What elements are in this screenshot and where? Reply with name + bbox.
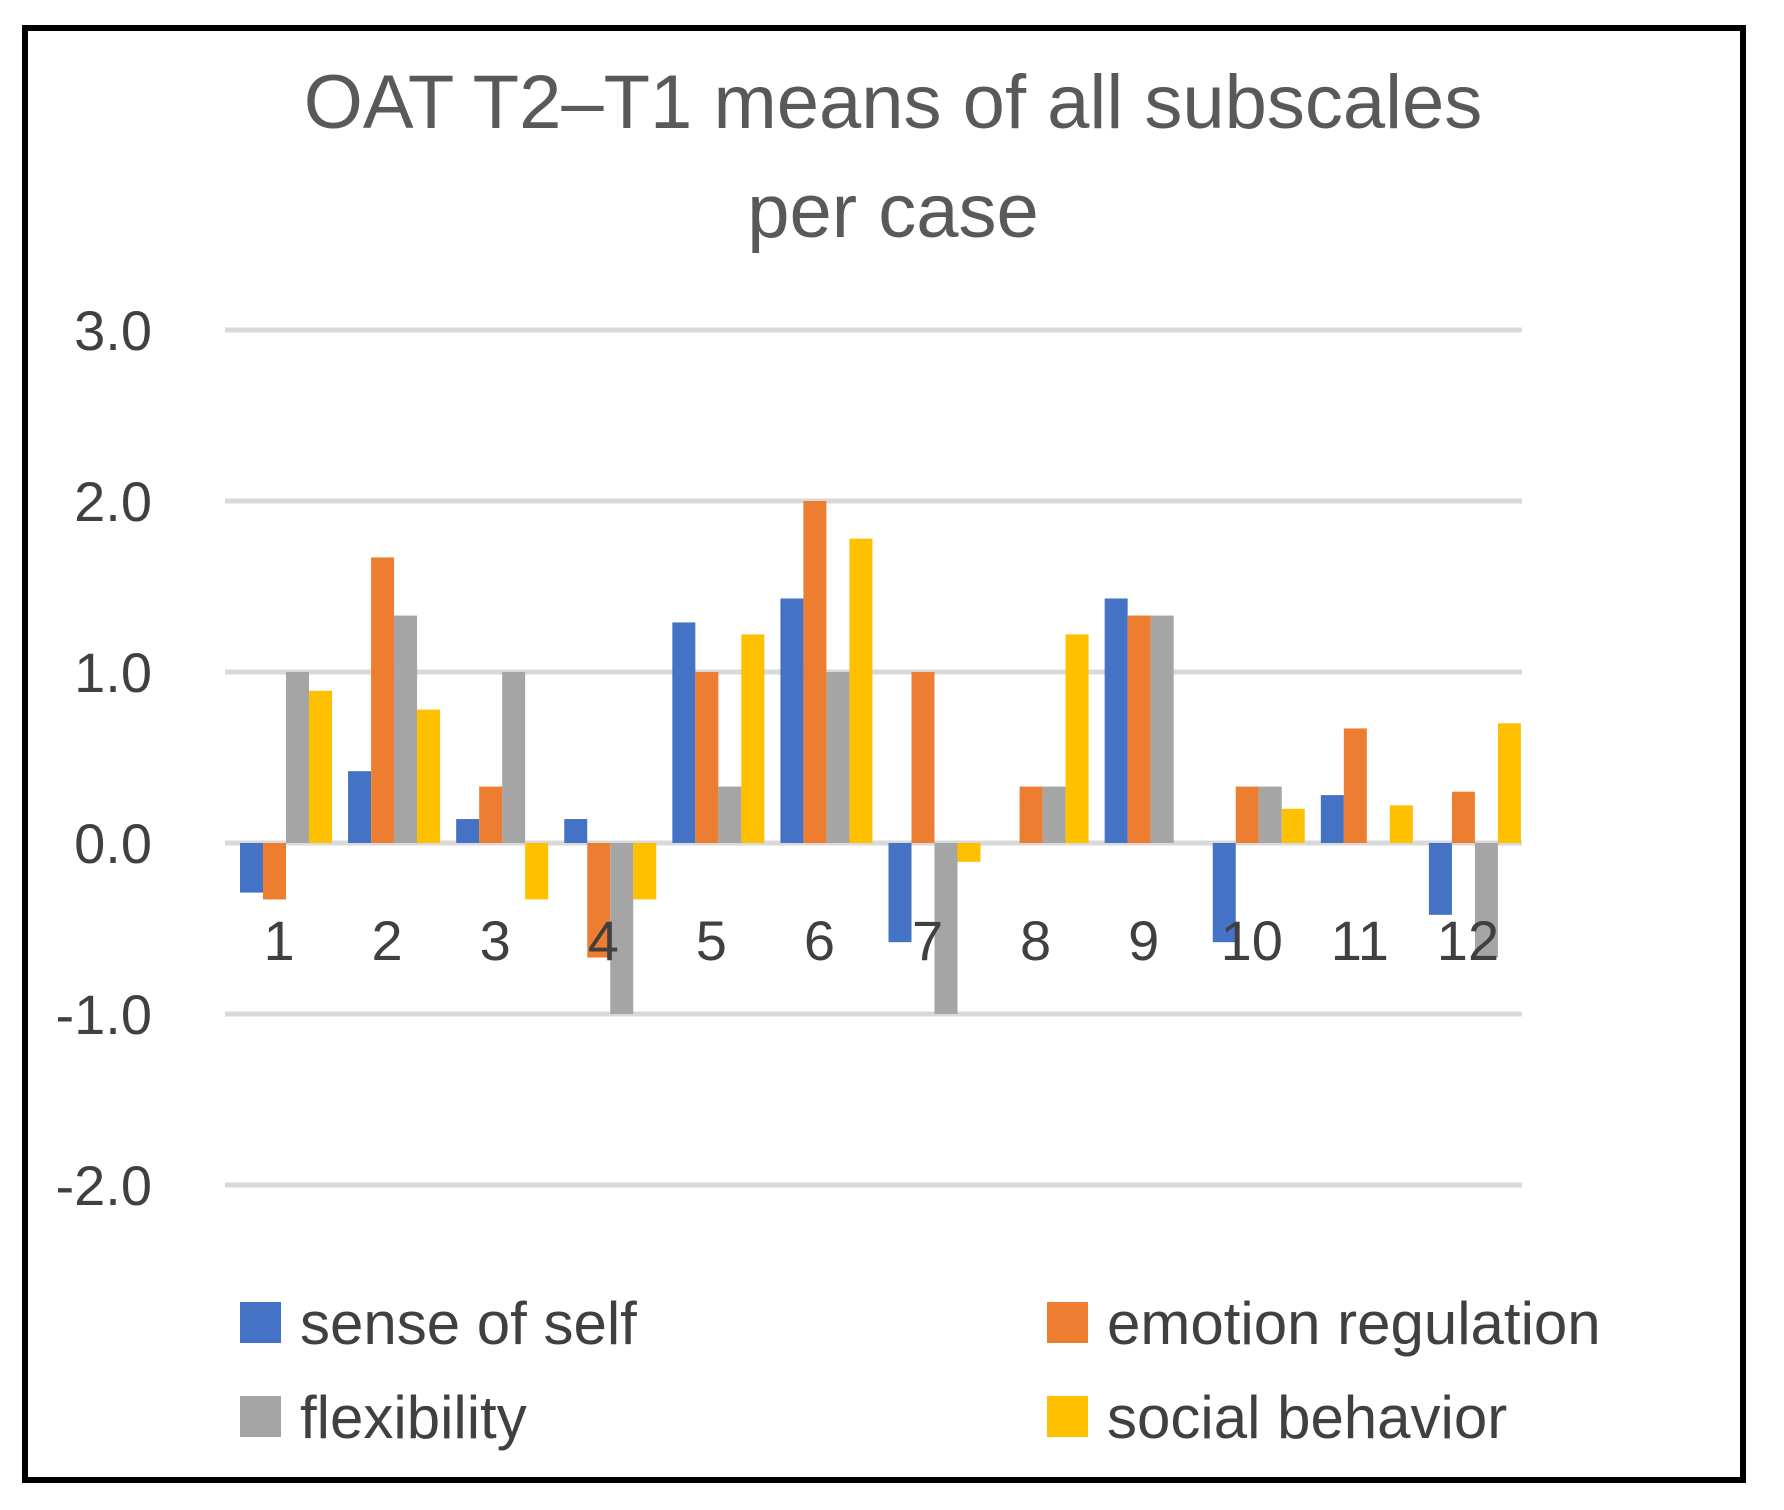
- bar-sense-of-self-case-1: [240, 843, 263, 893]
- category-label: 7: [912, 909, 943, 972]
- bar-social-behavior-case-3: [525, 843, 549, 900]
- legend-label-emotion-regulation: emotion regulation: [1107, 1290, 1601, 1357]
- y-axis-tick-labels: 3.0 2.0 1.0 0.0 -1.0 -2.0: [56, 299, 153, 1217]
- y-tick-label: -1.0: [56, 983, 153, 1046]
- bar-social-behavior-case-6: [849, 538, 873, 843]
- bars: [240, 501, 1521, 1014]
- bar-social-behavior-case-5: [741, 634, 765, 843]
- legend-swatch-social-behavior: [1047, 1396, 1088, 1437]
- bar-flexibility-case-9: [1150, 615, 1174, 843]
- bar-emotion-regulation-case-5: [695, 672, 719, 843]
- bar-flexibility-case-6: [826, 672, 850, 843]
- bar-emotion-regulation-case-3: [479, 786, 503, 843]
- category-label: 10: [1221, 909, 1283, 972]
- legend-swatch-flexibility: [240, 1396, 281, 1437]
- category-labels: 1 2 3 4 5 6 7 8 9 10 11 12: [263, 909, 1499, 972]
- bar-emotion-regulation-case-9: [1127, 615, 1151, 843]
- y-tick-label: 3.0: [74, 299, 152, 362]
- legend-label-sense-of-self: sense of self: [300, 1290, 637, 1357]
- bar-emotion-regulation-case-7: [911, 672, 935, 843]
- bar-sense-of-self-case-2: [348, 771, 372, 843]
- bar-emotion-regulation-case-2: [371, 557, 395, 843]
- bar-sense-of-self-case-9: [1104, 598, 1128, 843]
- bar-social-behavior-case-12: [1497, 723, 1521, 843]
- y-tick-label: 1.0: [74, 641, 152, 704]
- bar-social-behavior-case-1: [309, 690, 332, 843]
- y-tick-label: -2.0: [56, 1154, 153, 1217]
- bar-sense-of-self-case-3: [456, 819, 480, 843]
- bar-emotion-regulation-case-6: [803, 501, 827, 843]
- legend-swatch-sense-of-self: [240, 1302, 281, 1343]
- legend: sense of self emotion regulation flexibili…: [240, 1290, 1601, 1451]
- bar-flexibility-case-2: [394, 615, 418, 843]
- y-tick-label: 0.0: [74, 812, 152, 875]
- bar-flexibility-case-12: [1474, 843, 1498, 958]
- category-label: 2: [372, 909, 403, 972]
- bar-social-behavior-case-8: [1065, 634, 1089, 843]
- bar-social-behavior-case-7: [957, 843, 981, 862]
- category-label: 3: [480, 909, 511, 972]
- bar-emotion-regulation-case-11: [1343, 728, 1367, 843]
- bar-flexibility-case-5: [718, 786, 742, 843]
- bar-social-behavior-case-11: [1389, 805, 1413, 843]
- bar-sense-of-self-case-6: [780, 598, 804, 843]
- bar-emotion-regulation-case-10: [1235, 786, 1259, 843]
- category-label: 6: [804, 909, 835, 972]
- legend-label-social-behavior: social behavior: [1107, 1384, 1507, 1451]
- category-label: 5: [696, 909, 727, 972]
- bar-flexibility-case-3: [502, 672, 526, 843]
- y-tick-label: 2.0: [74, 470, 152, 533]
- bar-emotion-regulation-case-8: [1019, 786, 1043, 843]
- category-label: 1: [263, 909, 294, 972]
- bar-social-behavior-case-4: [633, 843, 657, 900]
- bar-flexibility-case-1: [286, 672, 309, 843]
- bar-flexibility-case-4: [610, 843, 634, 1014]
- gridlines: [225, 327, 1522, 1188]
- legend-swatch-emotion-regulation: [1047, 1302, 1088, 1343]
- bar-social-behavior-case-10: [1281, 808, 1305, 843]
- bar-sense-of-self-case-11: [1320, 795, 1344, 843]
- bar-flexibility-case-8: [1042, 786, 1066, 843]
- bar-emotion-regulation-case-4: [587, 843, 611, 958]
- chart-title-line-1: OAT T2–T1 means of all subscales: [304, 60, 1483, 145]
- bar-sense-of-self-case-4: [564, 819, 588, 843]
- bar-sense-of-self-case-7: [888, 843, 912, 943]
- bar-sense-of-self-case-10: [1212, 843, 1236, 943]
- bar-flexibility-case-10: [1258, 786, 1282, 843]
- bar-sense-of-self-case-12: [1428, 843, 1452, 915]
- bar-emotion-regulation-case-12: [1451, 791, 1475, 843]
- legend-label-flexibility: flexibility: [300, 1384, 527, 1451]
- category-label: 9: [1128, 909, 1159, 972]
- category-label: 12: [1437, 909, 1499, 972]
- bar-sense-of-self-case-5: [672, 622, 696, 843]
- category-label: 4: [588, 909, 619, 972]
- bar-flexibility-case-7: [934, 843, 958, 1014]
- bar-social-behavior-case-2: [417, 709, 441, 843]
- bar-emotion-regulation-case-1: [263, 843, 286, 900]
- chart-title-line-2: per case: [747, 169, 1039, 254]
- category-label: 11: [1331, 909, 1389, 972]
- category-label: 8: [1020, 909, 1051, 972]
